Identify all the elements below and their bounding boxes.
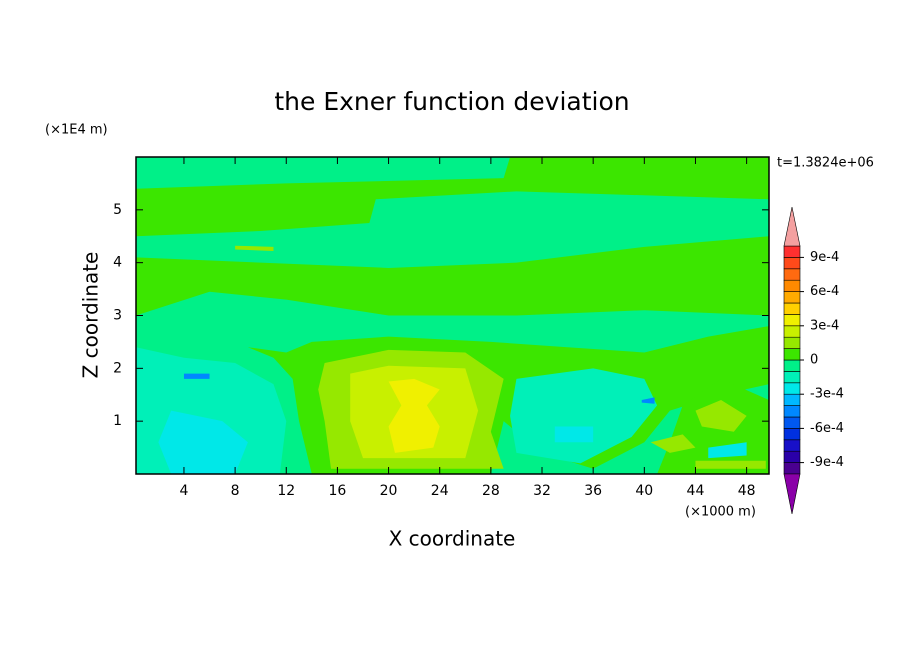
y-tick-label: 5 [113, 202, 122, 218]
colorbar-box [783, 371, 801, 384]
colorbar-box [783, 336, 801, 349]
colorbar-box [783, 428, 801, 441]
colorbar-tick-label: 0 [810, 353, 818, 368]
contour-region [510, 368, 658, 464]
x-tick-label: 8 [231, 483, 240, 499]
chart-title: the Exner function deviation [274, 87, 629, 116]
colorbar-box [783, 291, 801, 304]
colorbar-box [783, 279, 801, 292]
contour-region [158, 410, 248, 474]
x-tick-label: 36 [584, 483, 602, 499]
colorbar-tick-label: 3e-4 [810, 318, 839, 333]
colorbar-tick-label: -6e-4 [810, 421, 844, 436]
x-tick-label: 28 [482, 483, 500, 499]
contour-region [136, 236, 769, 316]
colorbar-extend-low [783, 473, 801, 515]
x-tick-label: 24 [431, 483, 449, 499]
colorbar-tick-label: 6e-4 [810, 284, 839, 299]
contour-region [235, 245, 274, 252]
x-tick-label: 4 [179, 483, 188, 499]
contour-region [708, 442, 747, 459]
contour-region [695, 400, 747, 432]
y-unit: (×1E4 m) [45, 123, 108, 138]
contour-region [183, 373, 210, 379]
x-tick-label: 12 [277, 483, 295, 499]
x-unit: (×1000 m) [685, 505, 756, 520]
colorbar-extend-high [783, 206, 801, 247]
colorbar-box [783, 462, 801, 475]
y-tick-label: 2 [113, 360, 122, 376]
x-tick-label: 16 [328, 483, 346, 499]
contour-region [695, 460, 766, 469]
x-tick-label: 32 [533, 483, 551, 499]
annotation: t=1.3824e+06 [777, 156, 874, 171]
colorbar-box [783, 359, 801, 372]
colorbar-box [783, 302, 801, 315]
colorbar-tick-label: -9e-4 [810, 455, 844, 470]
colorbar-box [783, 268, 801, 281]
x-tick-label: 48 [738, 483, 756, 499]
colorbar-box [783, 257, 801, 270]
colorbar-box [783, 405, 801, 418]
y-axis-label: Z coordinate [79, 252, 103, 379]
x-axis-label: X coordinate [389, 527, 516, 551]
y-tick-label: 4 [113, 255, 122, 271]
y-tick-label: 3 [113, 308, 122, 324]
contour-region [388, 378, 440, 453]
x-tick-label: 44 [687, 483, 705, 499]
colorbar-tick-label: -3e-4 [810, 387, 844, 402]
colorbar-tick-label: 9e-4 [810, 250, 839, 265]
x-tick-label: 40 [635, 483, 653, 499]
colorbar-box [783, 450, 801, 463]
colorbar-box [783, 439, 801, 452]
contour-region [641, 397, 655, 404]
x-tick-label: 20 [380, 483, 398, 499]
contour-region [554, 426, 594, 443]
contour-region [650, 434, 696, 453]
colorbar-box [783, 325, 801, 338]
colorbar-box [783, 382, 801, 395]
contour-region [136, 157, 769, 237]
colorbar-box [783, 393, 801, 406]
colorbar-box [783, 416, 801, 429]
colorbar-box [783, 245, 801, 258]
colorbar-box [783, 314, 801, 327]
y-tick-label: 1 [113, 413, 122, 429]
colorbar-box [783, 348, 801, 361]
